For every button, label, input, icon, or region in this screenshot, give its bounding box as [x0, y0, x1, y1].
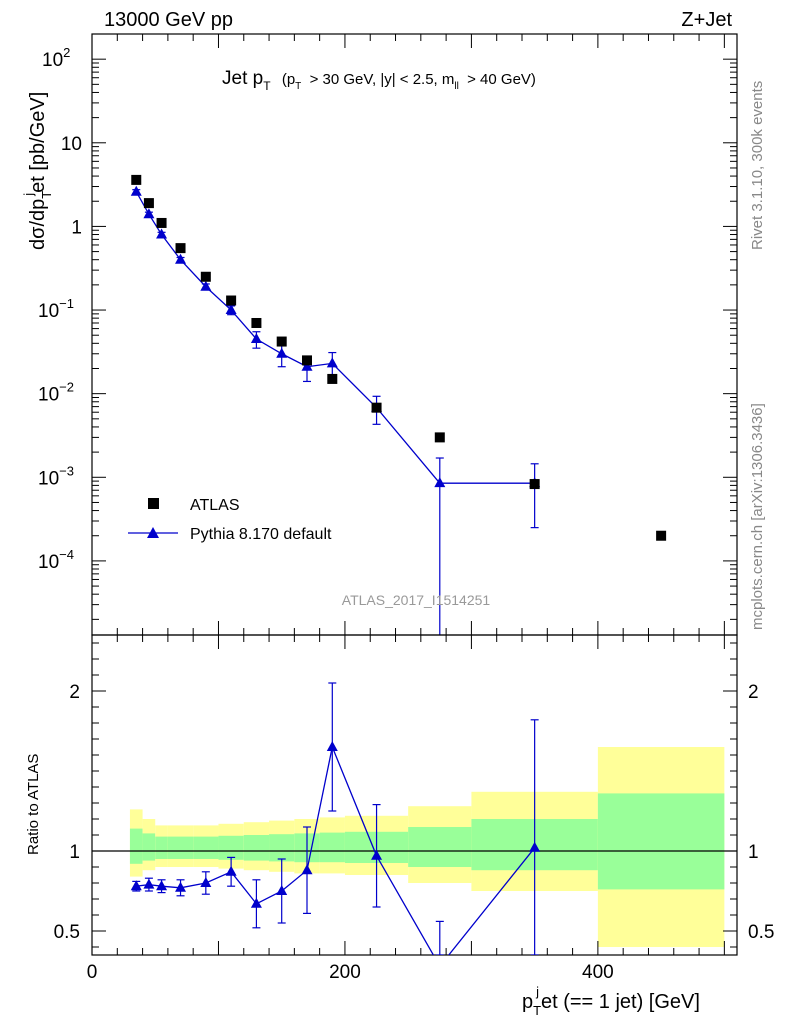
ratio-ylabel: Ratio to ATLAS [25, 754, 42, 855]
ratio-pythia-point [276, 885, 288, 895]
energy-label: 13000 GeV pp [104, 9, 233, 31]
ratio-ytick-label-right: 0.5 [748, 922, 774, 943]
ratio-pythia-point [434, 960, 445, 970]
atlas-point [175, 243, 186, 254]
ratio-band-green [597, 793, 725, 890]
ratio-band-green [167, 836, 194, 859]
pythia-point [200, 280, 212, 291]
pythia-point [276, 347, 288, 358]
ratio-band-green [319, 832, 345, 863]
ratio-plot-frame [91, 634, 738, 956]
ratio-pythia-point [250, 897, 262, 908]
pythia-point [156, 228, 168, 239]
main-ylabel: dσ/dpTjet [pb/GeV] [21, 92, 54, 250]
ratio-pythia-point [371, 849, 383, 860]
legend: ATLAS Pythia 8.170 default [128, 497, 332, 543]
main-ytick-label: 1 [71, 217, 82, 238]
main-ytick-label: 10 [61, 134, 82, 155]
ratio-band-green [129, 828, 143, 864]
ratio-ytick-label: 1 [69, 842, 80, 863]
atlas-point [434, 432, 445, 443]
ratio-pythia-point [156, 880, 168, 891]
pythia-point [250, 333, 262, 344]
ratio-series-group [130, 682, 541, 970]
atlas-point [200, 271, 211, 282]
ratio-ytick-label-right: 1 [748, 842, 759, 863]
pythia-point [434, 477, 446, 488]
ratio-ytick-label: 2 [69, 682, 80, 703]
main-ytick-label: 10−4 [38, 547, 74, 573]
pythia-point [225, 304, 237, 315]
ratio-pythia-point [143, 878, 155, 889]
rivet-label: Rivet 3.1.10, 300k events [749, 81, 766, 250]
ratio-ytick-label-right: 2 [748, 682, 759, 703]
atlas-point [226, 295, 237, 306]
legend-pythia-marker [147, 527, 159, 538]
pythia-point [301, 360, 313, 371]
main-ytick-label: 10−3 [38, 463, 74, 489]
pythia-point [130, 185, 142, 196]
atlas-point [251, 317, 262, 328]
analysis-watermark: ATLAS_2017_I1514251 [342, 592, 491, 608]
legend-atlas-label: ATLAS [190, 497, 240, 514]
ratio-band-green [243, 835, 270, 861]
pythia-point [143, 208, 155, 219]
process-label: Z+Jet [681, 9, 732, 31]
main-title: Jet pT (pT > 30 GeV, |y| < 2.5, mll > 40… [222, 68, 536, 95]
mcplots-label: mcplots.cern.ch [arXiv:1306.3436] [749, 403, 766, 630]
atlas-point [656, 530, 667, 541]
main-ytick-label: 10−1 [38, 296, 74, 322]
atlas-point [371, 402, 382, 413]
ratio-band-green [218, 835, 244, 860]
pythia-point [175, 253, 187, 264]
ratio-pythia-point [301, 864, 313, 875]
legend-atlas-marker [148, 498, 159, 509]
main-plot-frame [91, 33, 738, 636]
main-ytick-label: 102 [42, 45, 70, 71]
atlas-point [131, 174, 142, 185]
ratio-xtick-label: 200 [329, 962, 361, 983]
ratio-band-green [408, 827, 472, 867]
ratio-ytick-label: 0.5 [54, 922, 80, 943]
atlas-point [302, 355, 312, 366]
ratio-band-green [155, 836, 168, 859]
ratio-pythia-point [225, 865, 237, 876]
atlas-point [143, 198, 154, 209]
ratio-band-green [269, 834, 295, 862]
pythia-point [326, 357, 338, 368]
atlas-point [276, 336, 287, 347]
atlas-point [327, 373, 338, 384]
ratio-xtick-label: 400 [582, 962, 614, 983]
ratio-pythia-point [175, 881, 187, 892]
ratio-band-green [142, 833, 156, 861]
atlas-point [156, 217, 167, 228]
legend-pythia-label: Pythia 8.170 default [190, 526, 332, 543]
ratio-pythia-point [130, 880, 142, 891]
ratio-pythia-point [529, 841, 541, 852]
ratio-xtick-label: 0 [87, 962, 98, 983]
atlas-point [529, 479, 540, 490]
ratio-pythia-point [326, 741, 338, 751]
ratio-xlabel: pTj et (== 1 jet) [GeV] [522, 984, 700, 1018]
ratio-band-green [193, 836, 219, 859]
pythia-line [135, 191, 535, 484]
main-ytick-label: 10−2 [38, 380, 74, 406]
ratio-pythia-point [200, 877, 212, 887]
